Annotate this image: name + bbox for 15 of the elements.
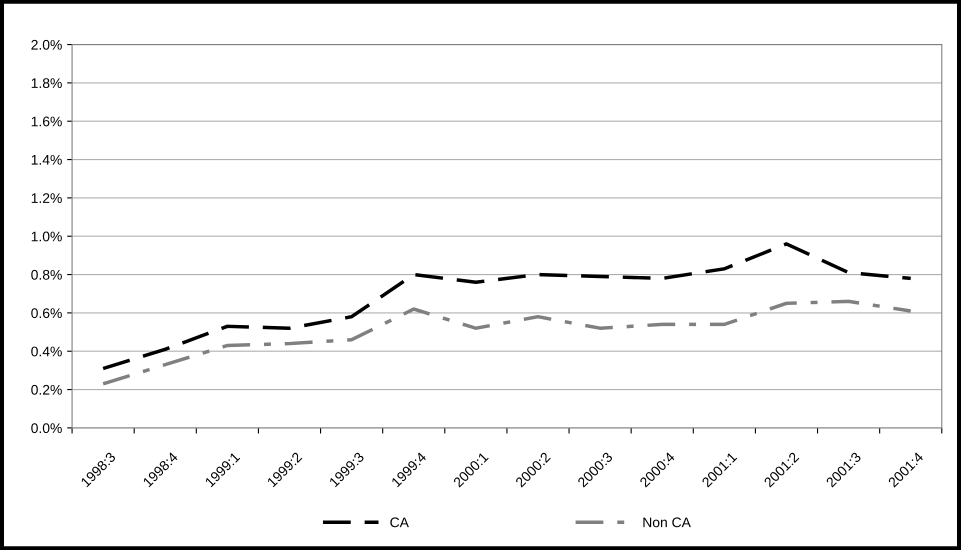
y-tick-label: 2.0% bbox=[31, 40, 62, 50]
line-series bbox=[101, 300, 912, 386]
y-tick-label: 1.0% bbox=[32, 232, 62, 242]
y-tick-label: 0.8% bbox=[31, 270, 62, 280]
y-tick-label: 0.0% bbox=[31, 423, 62, 434]
y-tick-label: 0.6% bbox=[31, 308, 62, 318]
y-tick-label: 1.6% bbox=[32, 116, 62, 126]
y-tick-label: 1.2% bbox=[32, 193, 62, 204]
y-tick-label: 1.4% bbox=[32, 154, 62, 165]
legend-label: CA bbox=[390, 517, 409, 528]
y-tick-label: 1.8% bbox=[32, 78, 62, 88]
line-series bbox=[101, 242, 912, 370]
y-tick-label: 0.2% bbox=[31, 384, 62, 395]
legend-label: Non CA bbox=[643, 517, 691, 528]
y-tick-label: 0.4% bbox=[31, 346, 62, 356]
